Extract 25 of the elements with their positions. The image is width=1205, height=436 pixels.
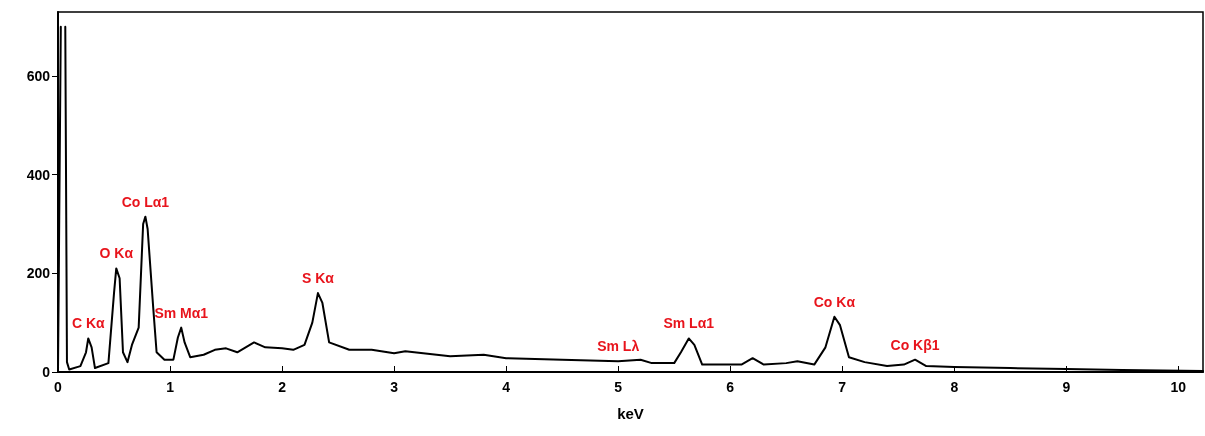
y-tick-label: 200 [26,265,51,282]
annotation: Sm Lλ [597,338,640,355]
x-tick-label: 10 [1170,379,1187,395]
annotation: Co Kα [813,293,856,310]
x-tick-label: 2 [278,379,287,395]
x-axis-title: keV [617,405,644,422]
annotation: Co Kβ1 [890,336,940,353]
x-tick-label: 8 [950,379,959,395]
y-tick-label: 0 [42,364,51,380]
annotation: S Kα [301,270,335,287]
annotation: C Kα [71,315,105,332]
x-tick-label: 3 [390,379,399,395]
x-tick-label: 1 [166,379,175,395]
x-tick-label: 7 [838,379,847,395]
x-tick-label: 5 [614,379,623,395]
x-tick-label: 9 [1062,379,1071,395]
x-tick-label: 0 [54,379,63,395]
y-tick-label: 600 [26,68,51,85]
annotation: Sm Lα1 [663,315,715,332]
y-tick-label: 400 [26,166,51,183]
annotation: Sm Mα1 [154,304,209,321]
x-tick-label: 6 [726,379,735,395]
annotation: O Kα [99,245,134,262]
annotation: Co Lα1 [121,193,170,210]
x-tick-label: 4 [502,379,511,395]
